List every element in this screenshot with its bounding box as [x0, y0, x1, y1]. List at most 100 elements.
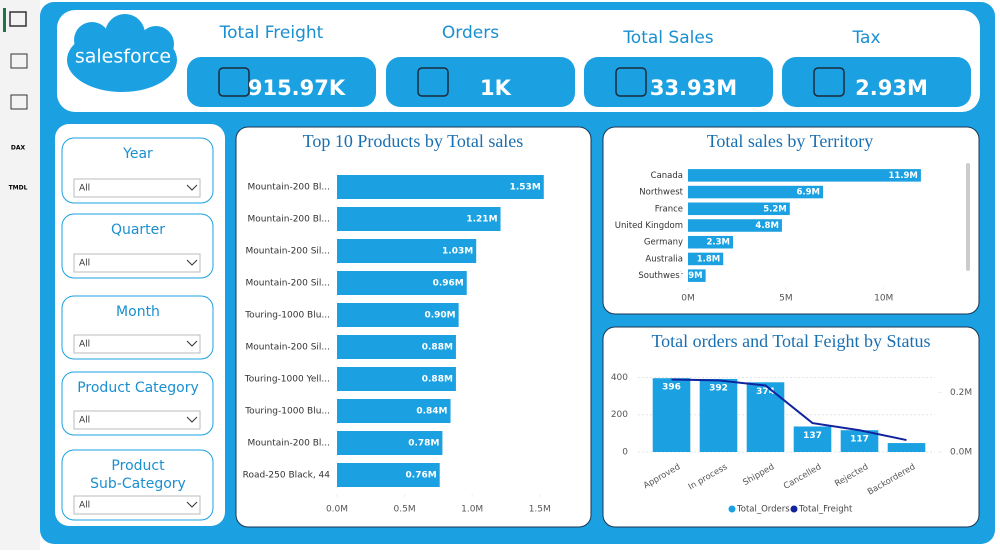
bar — [699, 378, 738, 452]
y-tick-label: Touring-1000 Blu... — [244, 407, 330, 417]
kpi-label: Total Sales — [622, 28, 713, 48]
data-label: 0.96M — [433, 279, 464, 289]
y-tick-label: United Kingdom — [615, 221, 683, 231]
dropdown[interactable] — [73, 334, 201, 354]
filter-label: Quarter — [111, 222, 165, 238]
filter-label: Month — [116, 304, 160, 320]
dropdown-value: All — [79, 184, 90, 194]
kpi-value: 915.97K — [248, 76, 346, 100]
bar — [337, 239, 477, 263]
bar — [652, 378, 691, 452]
data-label: 11.9M — [888, 171, 917, 181]
data-label: 1.53M — [510, 183, 541, 193]
data-label: 4.8M — [755, 221, 779, 231]
bar — [688, 235, 734, 249]
x-tick-label: 5M — [779, 294, 793, 304]
data-label: 0.88M — [422, 343, 453, 353]
kpi-icon — [813, 67, 845, 97]
scrollbar[interactable] — [966, 163, 970, 271]
y-tick-label: France — [655, 204, 683, 214]
line — [671, 378, 907, 442]
dropdown[interactable] — [73, 410, 201, 430]
bar — [688, 219, 782, 232]
data-label: 396 — [662, 383, 681, 393]
kpi-icon — [218, 67, 250, 97]
dropdown-value: All — [79, 501, 90, 511]
dropdown-arrow — [186, 416, 198, 423]
bar — [688, 202, 790, 216]
y-tick-label: Germany — [644, 238, 683, 248]
data-label: 117 — [850, 435, 869, 445]
bar — [840, 430, 879, 452]
x-tick-label: 10M — [874, 294, 893, 304]
kpi-value: 2.93M — [855, 76, 928, 100]
bar — [337, 367, 456, 391]
y-tick-label: Canada — [651, 171, 683, 181]
filter-label: Product Sub-Category — [90, 458, 186, 492]
report-icon[interactable] — [9, 11, 27, 27]
legend-label: Total_Freight — [798, 505, 853, 515]
table-icon[interactable] — [10, 53, 28, 69]
y-tick-label: Australia — [645, 254, 683, 264]
data-label: 2.3M — [706, 238, 730, 248]
y-tick-label: Mountain-200 Sil... — [245, 247, 330, 257]
data-label: 1.21M — [466, 215, 497, 225]
dropdown-value: All — [79, 416, 90, 426]
filter-label: Product Category — [77, 380, 199, 396]
dax-icon[interactable]: DAX — [11, 145, 26, 152]
y-tick-label: Mountain-200 Sil... — [245, 279, 330, 289]
bar — [337, 207, 501, 231]
model-icon[interactable] — [10, 94, 28, 110]
chart-panel — [602, 326, 980, 528]
kpi-icon — [417, 67, 449, 97]
chart-title: Total orders and Total Feight by Status — [651, 331, 930, 351]
kpi-card — [782, 57, 971, 107]
dropdown[interactable] — [73, 178, 201, 198]
active-indicator — [3, 8, 6, 32]
data-label: 0.9M — [679, 271, 703, 281]
dropdown[interactable] — [73, 253, 201, 273]
bar — [337, 335, 456, 359]
kpi-label: Orders — [442, 23, 499, 43]
bar — [746, 382, 785, 452]
y-tick-label: Mountain-200 Sil... — [245, 343, 330, 353]
dropdown-value: All — [79, 259, 90, 269]
y-tick-label: Mountain-200 Bl... — [248, 215, 330, 225]
legend-marker — [790, 505, 798, 513]
x-tick-label: 1.0M — [461, 505, 483, 515]
y-tick-label: Road-250 Black, 44 — [243, 471, 331, 481]
dropdown-arrow — [186, 501, 198, 508]
legend-marker — [728, 505, 736, 513]
filter-label-line: Product — [111, 458, 165, 474]
chart-title: Total sales by Territory — [707, 131, 874, 151]
bar — [688, 169, 921, 182]
data-label: 1.03M — [442, 247, 473, 257]
chart-title: Top 10 Products by Total sales — [303, 131, 524, 151]
bar — [688, 185, 824, 199]
data-label: 137 — [803, 431, 822, 441]
dropdown-value: All — [79, 340, 90, 350]
dropdown[interactable] — [73, 495, 201, 515]
dropdown-arrow — [186, 184, 198, 191]
data-label: 0.90M — [424, 311, 455, 321]
filter-label: Year — [122, 146, 153, 162]
bar — [337, 175, 544, 199]
kpi-label: Total Freight — [219, 23, 324, 43]
data-label: 0.76M — [406, 471, 437, 481]
kpi-value: 33.93M — [650, 76, 737, 100]
y-tick-label: Southwest — [638, 271, 683, 281]
y2-tick-label: 0.0M — [950, 448, 972, 458]
y-tick-label: Northwest — [639, 188, 683, 198]
data-label: 374 — [756, 387, 775, 397]
x-tick-label: 0.0M — [326, 505, 348, 515]
data-label: 6.9M — [797, 188, 821, 198]
x-tick-label: 0.5M — [394, 505, 416, 515]
logo: salesforce — [67, 14, 177, 92]
tmdl-icon[interactable]: TMDL — [9, 185, 28, 192]
data-label: 392 — [709, 383, 728, 393]
dropdown-arrow — [186, 259, 198, 266]
y-tick-label: Mountain-200 Bl... — [248, 439, 330, 449]
data-label: 0.88M — [422, 375, 453, 385]
